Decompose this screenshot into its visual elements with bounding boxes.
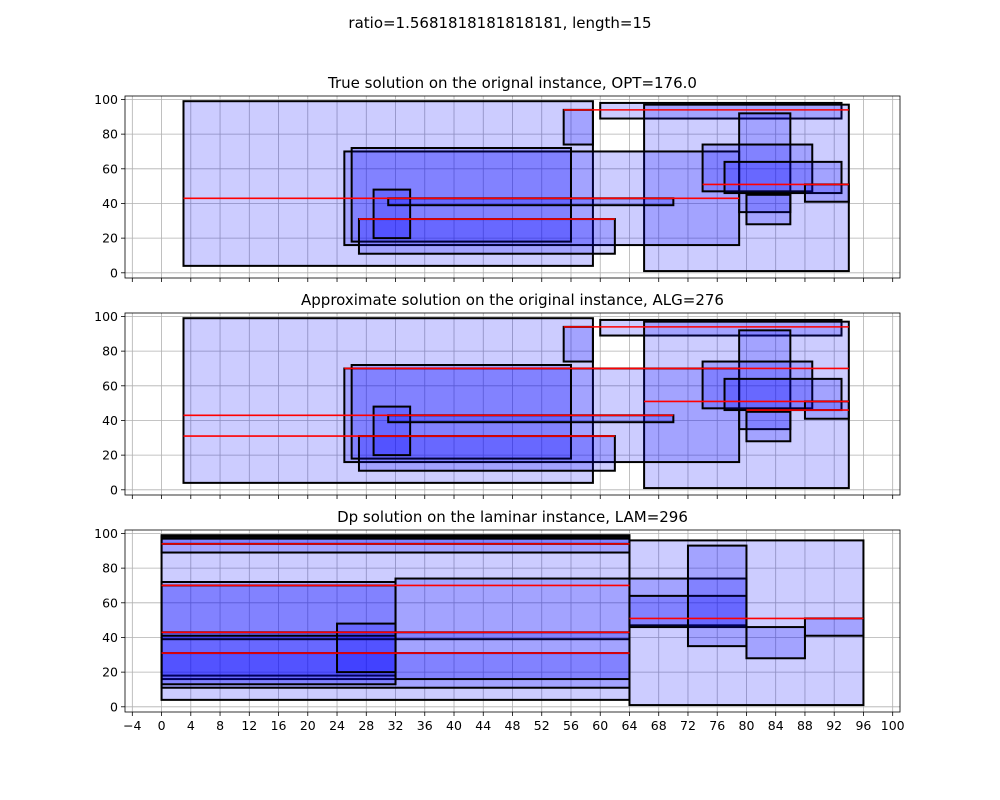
red-lines [183,109,849,220]
subplots: True solution on the orignal instance, O… [94,74,905,733]
rect-mark [562,325,594,363]
x-tick-label: 24 [329,718,345,733]
rect-mark [701,143,814,193]
y-axis: 0 20 40 60 80 100 [94,526,125,714]
rect-mark [387,414,675,424]
y-tick-label: 20 [102,665,118,680]
y-tick-label: 60 [102,378,118,393]
x-tick-label: 64 [622,718,638,733]
rect-mark [394,577,631,681]
x-tick-label: 28 [358,718,374,733]
rect-mark [357,218,616,255]
subplot-2: Approximate solution on the original ins… [94,291,901,499]
x-tick-label: 20 [300,718,316,733]
x-tick-label: −4 [123,718,141,733]
y-tick-label: 100 [94,92,118,107]
grid [125,96,900,278]
y-tick-label: 60 [102,595,118,610]
subplot-title: Approximate solution on the original ins… [301,291,724,309]
rectangles [182,317,850,490]
rect-mark [160,634,397,686]
x-tick-label: 100 [881,718,905,733]
rect-mark [803,183,850,203]
y-tick-label: 0 [110,699,118,714]
rect-mark [372,405,412,457]
y-tick-label: 60 [102,161,118,176]
rect-mark [357,435,616,472]
rectangles [182,100,850,273]
y-tick-label: 20 [102,231,118,246]
y-axis: 0 20 40 60 80 100 [94,309,125,497]
x-tick-label: 68 [651,718,667,733]
rect-mark [701,360,814,410]
x-tick-label: 88 [797,718,813,733]
x-tick-label: 52 [534,718,550,733]
x-tick-label: 16 [271,718,287,733]
subplot-1: True solution on the orignal instance, O… [94,74,901,282]
x-tick-label: 84 [768,718,784,733]
rectangles [160,534,865,707]
red-lines [183,326,849,437]
rect-mark [745,193,792,226]
x-tick-label: 12 [241,718,257,733]
y-axis: 0 20 40 60 80 100 [94,92,125,280]
x-tick-label: 32 [388,718,404,733]
y-tick-label: 0 [110,482,118,497]
x-tick-label: 4 [187,718,195,733]
red-lines [161,543,864,654]
x-tick-label: 36 [417,718,433,733]
x-tick-label: 56 [563,718,579,733]
y-tick-label: 40 [102,413,118,428]
y-tick-label: 80 [102,561,118,576]
x-tick-label: 76 [709,718,725,733]
rect-mark [745,626,806,660]
rect-mark [723,377,843,412]
x-tick-label: 92 [826,718,842,733]
y-tick-label: 100 [94,526,118,541]
x-tick-label: 60 [592,718,608,733]
rect-mark [599,101,843,120]
figure-suptitle: ratio=1.5681818181818181, length=15 [348,14,651,32]
x-tick-label: 96 [855,718,871,733]
x-tick-label: 80 [739,718,755,733]
x-tick-label: 48 [505,718,521,733]
rect-mark [372,188,412,240]
x-axis [131,278,894,282]
rect-mark [599,318,843,337]
x-tick-label: 40 [446,718,462,733]
subplot-title: Dp solution on the laminar instance, LAM… [337,508,688,526]
rect-mark [336,622,397,674]
x-axis [131,495,894,499]
y-tick-label: 40 [102,196,118,211]
y-tick-label: 20 [102,448,118,463]
x-tick-label: 44 [475,718,491,733]
rect-mark [350,147,572,243]
rect-mark [723,160,843,195]
rect-mark [686,544,748,648]
subplot-title: True solution on the orignal instance, O… [327,74,697,92]
rect-mark [562,108,594,146]
y-tick-label: 100 [94,309,118,324]
rect-mark [350,364,572,460]
rect-mark [643,103,850,273]
rect-mark [643,320,850,490]
rect-mark [803,617,865,637]
y-tick-label: 40 [102,630,118,645]
x-tick-label: 0 [158,718,166,733]
rect-mark [387,197,675,207]
y-tick-label: 80 [102,344,118,359]
x-tick-label: 8 [216,718,224,733]
rect-mark [745,410,792,443]
x-axis: −4 0 4 8 12 16 20 24 28 32 36 40 44 48 52 56 60 64 68 72 76 8… [123,712,905,733]
subplot-3: Dp solution on the laminar instance, LAM… [94,508,905,733]
x-tick-label: 72 [680,718,696,733]
y-tick-label: 0 [110,265,118,280]
y-tick-label: 80 [102,127,118,142]
